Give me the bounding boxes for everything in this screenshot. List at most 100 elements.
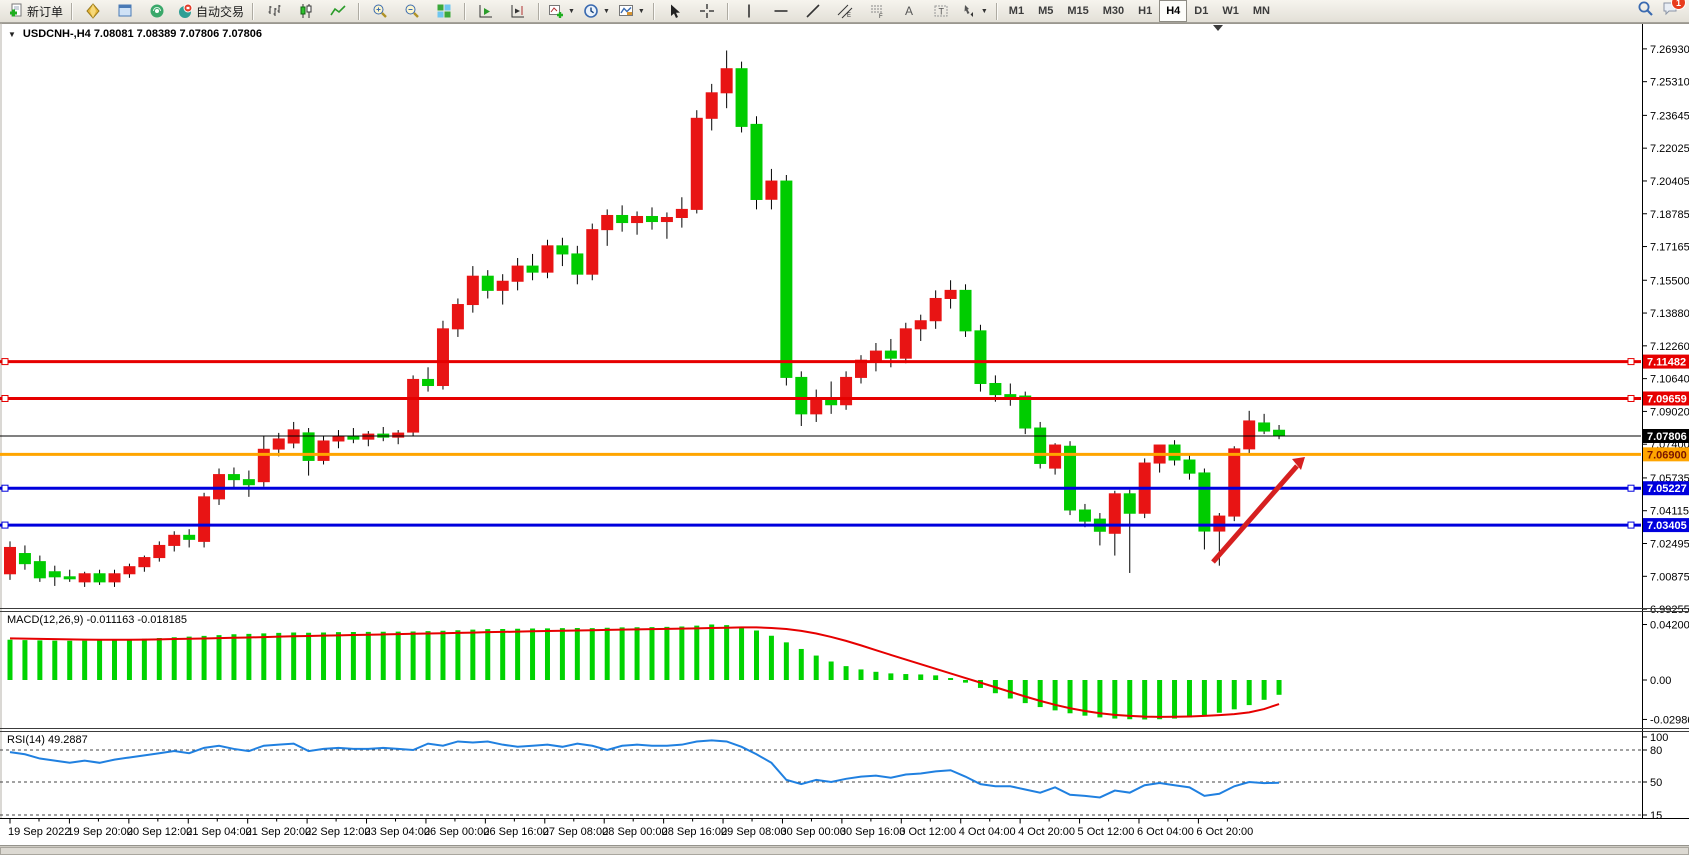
equidistant-channel-button[interactable]: E bbox=[829, 0, 861, 22]
timeframe-button-m30[interactable]: M30 bbox=[1102, 5, 1125, 17]
indicators-button[interactable]: ▼ bbox=[544, 0, 579, 22]
timeframe-button-d1[interactable]: D1 bbox=[1194, 5, 1209, 17]
toolbar-separator bbox=[358, 2, 361, 20]
price-axis-label: 7.17165 bbox=[1650, 242, 1689, 254]
cursor-button[interactable] bbox=[659, 0, 691, 22]
arrows-button[interactable]: ▼ bbox=[957, 0, 992, 22]
candle bbox=[780, 180, 793, 378]
signals-button[interactable] bbox=[141, 0, 173, 22]
chevron-down-icon[interactable]: ▼ bbox=[602, 7, 610, 15]
chevron-down-icon[interactable]: ▼ bbox=[637, 7, 645, 15]
resistance-line-1-left-handle[interactable] bbox=[1, 358, 9, 366]
rsi-indicator-label: RSI(14) 49.2887 bbox=[7, 734, 88, 746]
support-line-1-right-handle[interactable] bbox=[1627, 484, 1635, 492]
timeframe-button-w1[interactable]: W1 bbox=[1222, 5, 1239, 17]
support-line-2-left-handle[interactable] bbox=[1, 521, 9, 529]
chart-canvas[interactable]: 7.26930 7.25310 7.23645 7.22025 7.20405 7.187… bbox=[0, 23, 1689, 845]
chevron-down-icon[interactable]: ▼ bbox=[568, 7, 575, 15]
auto-scroll-icon bbox=[478, 3, 494, 19]
line-chart-button[interactable] bbox=[322, 0, 354, 22]
candlestick-icon bbox=[298, 3, 314, 19]
candle bbox=[63, 576, 76, 580]
resistance-line-2-right-handle[interactable] bbox=[1627, 394, 1635, 402]
crosshair-button[interactable] bbox=[691, 0, 723, 22]
search-button[interactable] bbox=[1637, 0, 1654, 22]
rsi-axis-label: 80 bbox=[1650, 745, 1662, 757]
candle bbox=[168, 534, 181, 546]
timeframe-button-m1[interactable]: M1 bbox=[1008, 5, 1025, 17]
chart-menu-icon[interactable]: ▼ bbox=[8, 29, 16, 39]
timeframe-button-m5[interactable]: M5 bbox=[1038, 5, 1054, 17]
time-axis-label: 29 Sep 08:00 bbox=[721, 826, 786, 838]
candle bbox=[571, 253, 584, 275]
tile-windows-button[interactable] bbox=[428, 0, 460, 22]
chart-shift-marker-icon[interactable] bbox=[1213, 25, 1223, 31]
bar-chart-button[interactable] bbox=[258, 0, 290, 22]
candle bbox=[735, 68, 748, 127]
gem-icon bbox=[85, 3, 101, 19]
chevron-down-icon[interactable]: ▼ bbox=[980, 7, 988, 15]
candle bbox=[153, 544, 166, 559]
candle bbox=[1078, 509, 1091, 522]
timeframe-button-mn[interactable]: MN bbox=[1252, 5, 1270, 17]
new-order-button-label: 新订单 bbox=[27, 4, 64, 19]
trend-arrow-head[interactable] bbox=[1292, 457, 1305, 470]
time-axis-label: 5 Oct 12:00 bbox=[1078, 826, 1135, 838]
chart-title: USDCNH-,H4 7.08081 7.08389 7.07806 7.078… bbox=[22, 28, 263, 40]
timeframe-button-h1[interactable]: H1 bbox=[1138, 5, 1153, 17]
support-line-2-right-handle[interactable] bbox=[1627, 521, 1635, 529]
bars-chart-icon bbox=[266, 3, 282, 19]
price-axis-label: 7.00875 bbox=[1650, 571, 1689, 583]
new-order-button[interactable]: 新订单 bbox=[4, 0, 67, 22]
candle bbox=[869, 350, 882, 361]
candle bbox=[1049, 444, 1062, 469]
candle bbox=[541, 245, 554, 273]
notifications-button[interactable]: 1 bbox=[1662, 0, 1686, 22]
timeframe-button-m15[interactable]: M15 bbox=[1067, 5, 1089, 17]
time-axis-label: 19 Sep 20:00 bbox=[67, 826, 132, 838]
market-watch-button[interactable] bbox=[77, 0, 109, 22]
vertical-line-button[interactable] bbox=[733, 0, 765, 22]
candle bbox=[690, 117, 703, 210]
macd-indicator-label: MACD(12,26,9) -0.011163 -0.018185 bbox=[7, 614, 187, 626]
indicators-icon bbox=[548, 3, 564, 19]
price-axis-label: 7.12260 bbox=[1650, 341, 1689, 353]
resistance-line-1-right-handle[interactable] bbox=[1627, 358, 1635, 366]
toolbar-separator bbox=[995, 2, 998, 20]
candle bbox=[556, 245, 569, 255]
templates-button[interactable]: ▼ bbox=[614, 0, 649, 22]
candle bbox=[720, 68, 733, 94]
text-button[interactable]: A bbox=[893, 0, 925, 22]
scrollbar-thumb[interactable] bbox=[0, 847, 1689, 855]
support-line-2-price-tag-label: 7.03405 bbox=[1647, 520, 1687, 532]
label-icon: T bbox=[933, 3, 949, 19]
candlestick-chart-button[interactable] bbox=[290, 0, 322, 22]
autotrade-button[interactable]: 自动交易 bbox=[173, 0, 248, 22]
hline-icon bbox=[773, 3, 789, 19]
zoom-in-button[interactable] bbox=[364, 0, 396, 22]
price-axis-label: 7.22025 bbox=[1650, 143, 1689, 155]
time-axis-label: 19 Sep 2022 bbox=[8, 826, 70, 838]
toolbar-separator bbox=[71, 2, 74, 20]
broadcast-icon bbox=[149, 3, 165, 19]
horizontal-line-button[interactable] bbox=[765, 0, 797, 22]
zoom-out-button[interactable] bbox=[396, 0, 428, 22]
trendline-button[interactable] bbox=[797, 0, 829, 22]
candle bbox=[810, 397, 823, 415]
time-axis-label: 28 Sep 00:00 bbox=[602, 826, 667, 838]
fibonacci-button[interactable]: F bbox=[861, 0, 893, 22]
horizontal-scrollbar[interactable] bbox=[0, 845, 1689, 855]
timeframe-button-h4[interactable]: H4 bbox=[1159, 0, 1188, 22]
price-axis-label: 7.15500 bbox=[1650, 275, 1689, 287]
periods-button[interactable]: ▼ bbox=[579, 0, 614, 22]
trend-arrow[interactable] bbox=[1211, 464, 1299, 564]
candle bbox=[1273, 429, 1286, 437]
candle bbox=[586, 229, 599, 275]
auto-scroll-button[interactable] bbox=[470, 0, 502, 22]
candle bbox=[436, 328, 449, 387]
chart-shift-button[interactable] bbox=[502, 0, 534, 22]
data-window-button[interactable] bbox=[109, 0, 141, 22]
support-line-1-left-handle[interactable] bbox=[1, 484, 9, 492]
resistance-line-2-left-handle[interactable] bbox=[1, 394, 9, 402]
text-label-button[interactable]: T bbox=[925, 0, 957, 22]
